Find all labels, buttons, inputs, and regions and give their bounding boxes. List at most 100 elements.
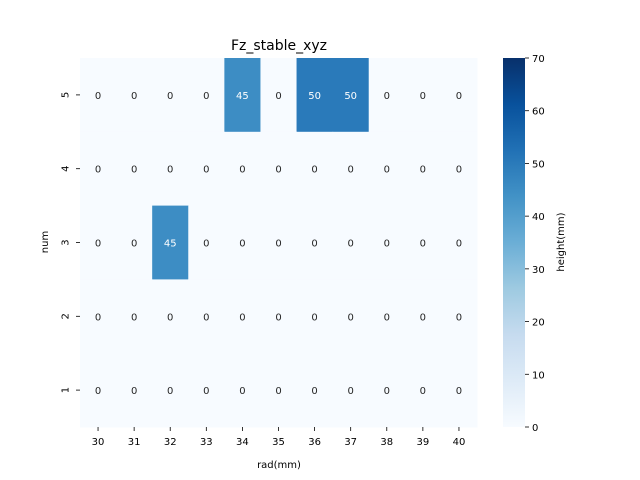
- heatmap-cell: [368, 353, 406, 428]
- cell-value-label: 0: [167, 386, 173, 397]
- heatmap-cell: [404, 131, 442, 207]
- cell-value-label: 0: [347, 165, 353, 176]
- heatmap-cell: [260, 131, 298, 207]
- heatmap-cell: [152, 205, 189, 280]
- heatmap-cell: [188, 58, 225, 133]
- heatmap-cell: [224, 205, 261, 280]
- heatmap-cell: [260, 353, 298, 428]
- heatmap-cell: [440, 58, 478, 133]
- heatmap-cell: [224, 131, 261, 207]
- cell-value-label: 0: [420, 312, 426, 323]
- heatmap-cell: [188, 279, 225, 354]
- heatmap-cell: [116, 131, 153, 207]
- heatmap-cell: [440, 205, 478, 280]
- heatmap-cell: [296, 58, 334, 133]
- heatmap-cell: [188, 205, 225, 280]
- heatmap-cell: [404, 279, 442, 354]
- x-tick-label: 35: [272, 437, 285, 448]
- heatmap-cell: [224, 58, 261, 133]
- heatmap-cell: [440, 353, 478, 428]
- cell-value-label: 0: [203, 312, 209, 323]
- cell-value-label: 0: [420, 386, 426, 397]
- cell-value-label: 0: [456, 386, 462, 397]
- heatmap-cell: [368, 131, 406, 207]
- cell-value-label: 0: [239, 386, 245, 397]
- cell-value-label: 0: [95, 165, 101, 176]
- x-tick-label: 38: [380, 437, 393, 448]
- heatmap-cell: [368, 279, 406, 354]
- heatmap-cell: [224, 279, 261, 354]
- colorbar-tick-label: 30: [532, 265, 545, 276]
- cell-value-label: 0: [275, 312, 281, 323]
- heatmap-cell: [332, 131, 370, 207]
- cell-value-label: 0: [167, 91, 173, 102]
- x-tick-label: 31: [128, 437, 141, 448]
- y-tick-label: 4: [61, 166, 72, 172]
- cell-value-label: 0: [239, 312, 245, 323]
- x-tick-label: 40: [453, 437, 466, 448]
- heatmap-cell-labels: 0 0 0 0 45 0 50 50 0 0 0 0 0 0 0 0 0 0 0 0 0 0 0 0 45 0 0 0 0 0 0 0 0 0 0 0…: [95, 91, 462, 397]
- heatmap-cell: [296, 205, 334, 280]
- cell-value-label: 0: [203, 165, 209, 176]
- cell-value-label: 0: [131, 312, 137, 323]
- heatmap-cell: [296, 353, 334, 428]
- cell-value-label: 45: [164, 239, 177, 250]
- y-tick-label: 2: [61, 313, 72, 319]
- heatmap-cell: [80, 353, 117, 428]
- heatmap-cell: [116, 353, 153, 428]
- colorbar-tick-label: 40: [532, 212, 545, 223]
- cell-value-label: 0: [95, 239, 101, 250]
- colorbar-label: height(mm): [556, 212, 567, 271]
- cell-value-label: 0: [311, 312, 317, 323]
- heatmap-cell: [152, 353, 189, 428]
- cell-value-label: 0: [384, 165, 390, 176]
- colorbar-ticks: 0 10 20 30 40 50 60 70: [525, 54, 545, 434]
- y-tick-label: 5: [61, 92, 72, 98]
- x-tick-label: 39: [416, 437, 429, 448]
- cell-value-label: 0: [456, 239, 462, 250]
- y-axis-label: num: [40, 231, 51, 253]
- cell-value-label: 0: [167, 312, 173, 323]
- cell-value-label: 0: [203, 91, 209, 102]
- heatmap-cell: [332, 279, 370, 354]
- chart-title: Fz_stable_xyz: [231, 38, 327, 54]
- cell-value-label: 0: [456, 165, 462, 176]
- x-axis-ticks: 30 31 32 33 34 35 36 37 38 39 40: [92, 427, 466, 448]
- heatmap-cell: [188, 353, 225, 428]
- colorbar-tick-label: 60: [532, 107, 545, 118]
- heatmap-cell: [80, 279, 117, 354]
- heatmap-cell: [332, 205, 370, 280]
- cell-value-label: 0: [347, 312, 353, 323]
- cell-value-label: 0: [203, 386, 209, 397]
- colorbar-tick-label: 70: [532, 54, 545, 65]
- heatmap-cell: [152, 58, 189, 133]
- heatmap-cell: [404, 58, 442, 133]
- cell-value-label: 0: [420, 239, 426, 250]
- heatmap-cell: [80, 58, 117, 133]
- cell-value-label: 0: [131, 239, 137, 250]
- cell-value-label: 0: [384, 91, 390, 102]
- cell-value-label: 0: [275, 239, 281, 250]
- heatmap-cell: [296, 279, 334, 354]
- colorbar-tick-label: 10: [532, 370, 545, 381]
- heatmap-cell: [440, 279, 478, 354]
- cell-value-label: 0: [203, 239, 209, 250]
- heatmap-cell: [152, 279, 189, 354]
- colorbar: 0 10 20 30 40 50 60 70 height(mm): [503, 54, 567, 434]
- cell-value-label: 0: [311, 386, 317, 397]
- colorbar-tick-label: 0: [532, 423, 538, 434]
- cell-value-label: 0: [275, 165, 281, 176]
- heatmap-cell: [440, 131, 478, 207]
- cell-value-label: 0: [131, 91, 137, 102]
- cell-value-label: 50: [308, 91, 321, 102]
- cell-value-label: 0: [239, 165, 245, 176]
- colorbar-tick-label: 50: [532, 159, 545, 170]
- heatmap-cell: [332, 353, 370, 428]
- x-tick-label: 32: [164, 437, 177, 448]
- heatmap-cell: [260, 279, 298, 354]
- heatmap-cell: [260, 58, 298, 133]
- x-tick-label: 37: [344, 437, 357, 448]
- heatmap-cell: [296, 131, 334, 207]
- cell-value-label: 0: [239, 239, 245, 250]
